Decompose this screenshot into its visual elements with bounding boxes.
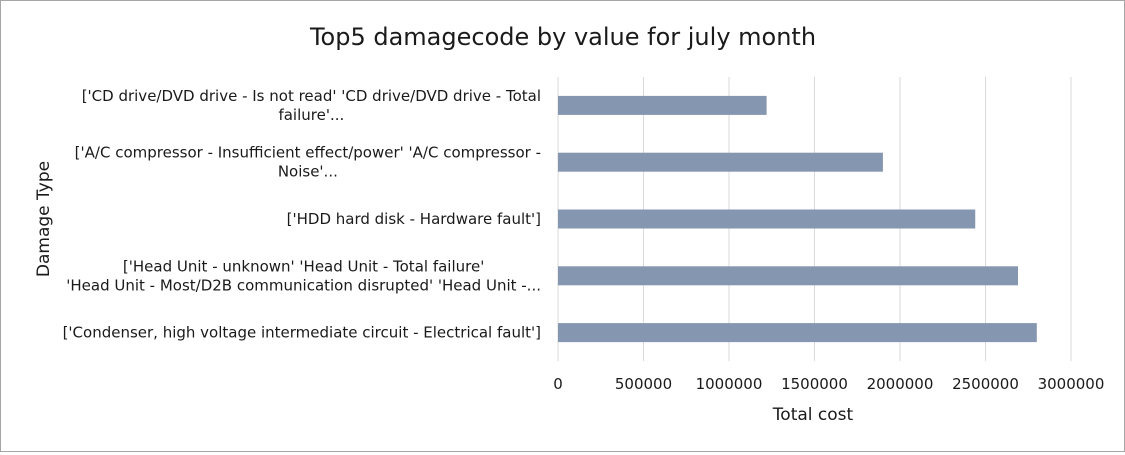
x-tick-labels: 0 500000 1000000 1500000 2000000 2500000 30000…: [553, 375, 1104, 393]
bar-3: [558, 266, 1018, 286]
category-label: ['A/C compressor - Insufficient effect/p…: [75, 144, 541, 162]
x-axis-title: Total cost: [772, 405, 854, 425]
category-label: ['Condenser, high voltage intermediate c…: [63, 324, 541, 342]
category-label: ['Head Unit - unknown' 'Head Unit - Tota…: [123, 257, 484, 275]
x-tick-label: 1500000: [781, 375, 848, 393]
category-label: 'Head Unit - Most/D2B communication disr…: [66, 276, 541, 294]
bar-0: [558, 95, 767, 115]
x-tick-label: 3000000: [1038, 375, 1105, 393]
x-tick-label: 500000: [615, 375, 672, 393]
x-tick-label: 0: [553, 375, 563, 393]
category-label: Noise'...: [278, 163, 338, 181]
x-tick-label: 2000000: [867, 375, 934, 393]
category-label: failure'...: [278, 106, 344, 124]
category-label: ['CD drive/DVD drive - Is not read' 'CD …: [82, 87, 541, 105]
x-tick-label: 1000000: [696, 375, 763, 393]
bars: [558, 95, 1037, 343]
chart-title: Top5 damagecode by value for july month: [309, 23, 816, 51]
bar-4: [558, 323, 1037, 343]
bar-2: [558, 209, 976, 229]
y-axis-title: Damage Type: [34, 161, 54, 277]
x-tick-label: 2500000: [952, 375, 1019, 393]
bar-1: [558, 152, 883, 172]
category-labels: ['CD drive/DVD drive - Is not read' 'CD …: [63, 87, 541, 342]
category-label: ['HDD hard disk - Hardware fault']: [287, 210, 541, 228]
